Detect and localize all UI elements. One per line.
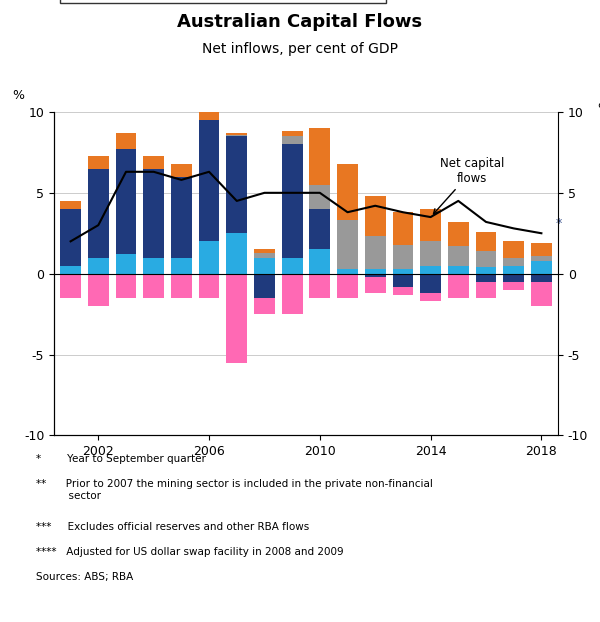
Bar xyxy=(143,258,164,274)
Text: Sources: ABS; RBA: Sources: ABS; RBA xyxy=(36,572,133,582)
Bar xyxy=(199,120,220,241)
Bar xyxy=(88,156,109,169)
Legend: Private non-financial sector**, Banks****, Mining sector**, Other financial, Pub: Private non-financial sector**, Banks***… xyxy=(60,0,386,2)
Bar xyxy=(531,274,552,282)
Bar xyxy=(448,222,469,246)
Bar xyxy=(199,241,220,274)
Bar xyxy=(116,149,136,254)
Bar xyxy=(503,282,524,290)
Bar xyxy=(199,107,220,120)
Text: ****   Adjusted for US dollar swap facility in 2008 and 2009: **** Adjusted for US dollar swap facilit… xyxy=(36,547,344,557)
Bar xyxy=(337,164,358,220)
Bar xyxy=(116,254,136,274)
Text: *: * xyxy=(555,217,562,230)
Bar xyxy=(282,274,302,314)
Bar xyxy=(310,128,330,185)
Bar xyxy=(531,261,552,274)
Bar xyxy=(503,258,524,266)
Bar xyxy=(116,133,136,149)
Bar xyxy=(337,220,358,269)
Bar xyxy=(60,209,81,266)
Bar xyxy=(143,274,164,298)
Text: **      Prior to 2007 the mining sector is included in the private non-financial: ** Prior to 2007 the mining sector is in… xyxy=(36,479,433,501)
Bar xyxy=(282,136,302,144)
Bar xyxy=(282,144,302,258)
Bar xyxy=(60,274,81,298)
Bar xyxy=(503,241,524,258)
Y-axis label: %: % xyxy=(13,89,25,102)
Bar xyxy=(254,249,275,253)
Bar xyxy=(143,169,164,258)
Bar xyxy=(448,246,469,266)
Bar xyxy=(88,274,109,306)
Bar xyxy=(420,241,441,266)
Bar xyxy=(171,274,192,298)
Text: *        Year to September quarter: * Year to September quarter xyxy=(36,454,206,464)
Bar xyxy=(420,293,441,301)
Bar xyxy=(392,274,413,287)
Bar xyxy=(282,131,302,136)
Bar xyxy=(337,269,358,274)
Bar xyxy=(476,274,496,282)
Bar xyxy=(310,249,330,274)
Bar xyxy=(226,134,247,136)
Bar xyxy=(226,274,247,363)
Bar xyxy=(226,133,247,134)
Bar xyxy=(88,169,109,258)
Bar xyxy=(392,212,413,244)
Bar xyxy=(476,251,496,267)
Bar xyxy=(365,196,386,236)
Bar xyxy=(476,231,496,251)
Text: Australian Capital Flows: Australian Capital Flows xyxy=(178,13,422,31)
Bar xyxy=(476,282,496,298)
Bar xyxy=(365,236,386,269)
Bar xyxy=(254,298,275,314)
Bar xyxy=(531,256,552,261)
Bar xyxy=(365,274,386,277)
Bar xyxy=(254,258,275,274)
Bar xyxy=(420,274,441,293)
Bar xyxy=(199,274,220,298)
Bar xyxy=(365,277,386,293)
Bar xyxy=(503,274,524,282)
Bar xyxy=(310,209,330,249)
Bar xyxy=(392,287,413,295)
Bar xyxy=(365,269,386,274)
Bar xyxy=(420,266,441,274)
Bar xyxy=(531,282,552,306)
Bar xyxy=(171,258,192,274)
Bar xyxy=(226,136,247,233)
Text: Net capital
flows: Net capital flows xyxy=(434,157,505,214)
Bar xyxy=(171,164,192,177)
Bar xyxy=(503,266,524,274)
Bar xyxy=(254,253,275,258)
Bar xyxy=(254,274,275,298)
Text: ***     Excludes official reserves and other RBA flows: *** Excludes official reserves and other… xyxy=(36,522,309,532)
Bar xyxy=(448,266,469,274)
Bar xyxy=(310,185,330,209)
Bar xyxy=(337,274,358,298)
Bar xyxy=(88,258,109,274)
Bar xyxy=(116,274,136,298)
Bar xyxy=(420,209,441,241)
Bar xyxy=(226,233,247,274)
Bar xyxy=(60,266,81,274)
Bar xyxy=(392,244,413,269)
Bar xyxy=(310,274,330,298)
Bar xyxy=(282,258,302,274)
Y-axis label: %: % xyxy=(598,102,600,115)
Bar xyxy=(392,269,413,274)
Bar xyxy=(476,267,496,274)
Bar xyxy=(143,156,164,169)
Bar xyxy=(531,243,552,256)
Bar xyxy=(171,177,192,258)
Bar xyxy=(448,274,469,298)
Text: Net inflows, per cent of GDP: Net inflows, per cent of GDP xyxy=(202,42,398,56)
Bar xyxy=(60,201,81,209)
